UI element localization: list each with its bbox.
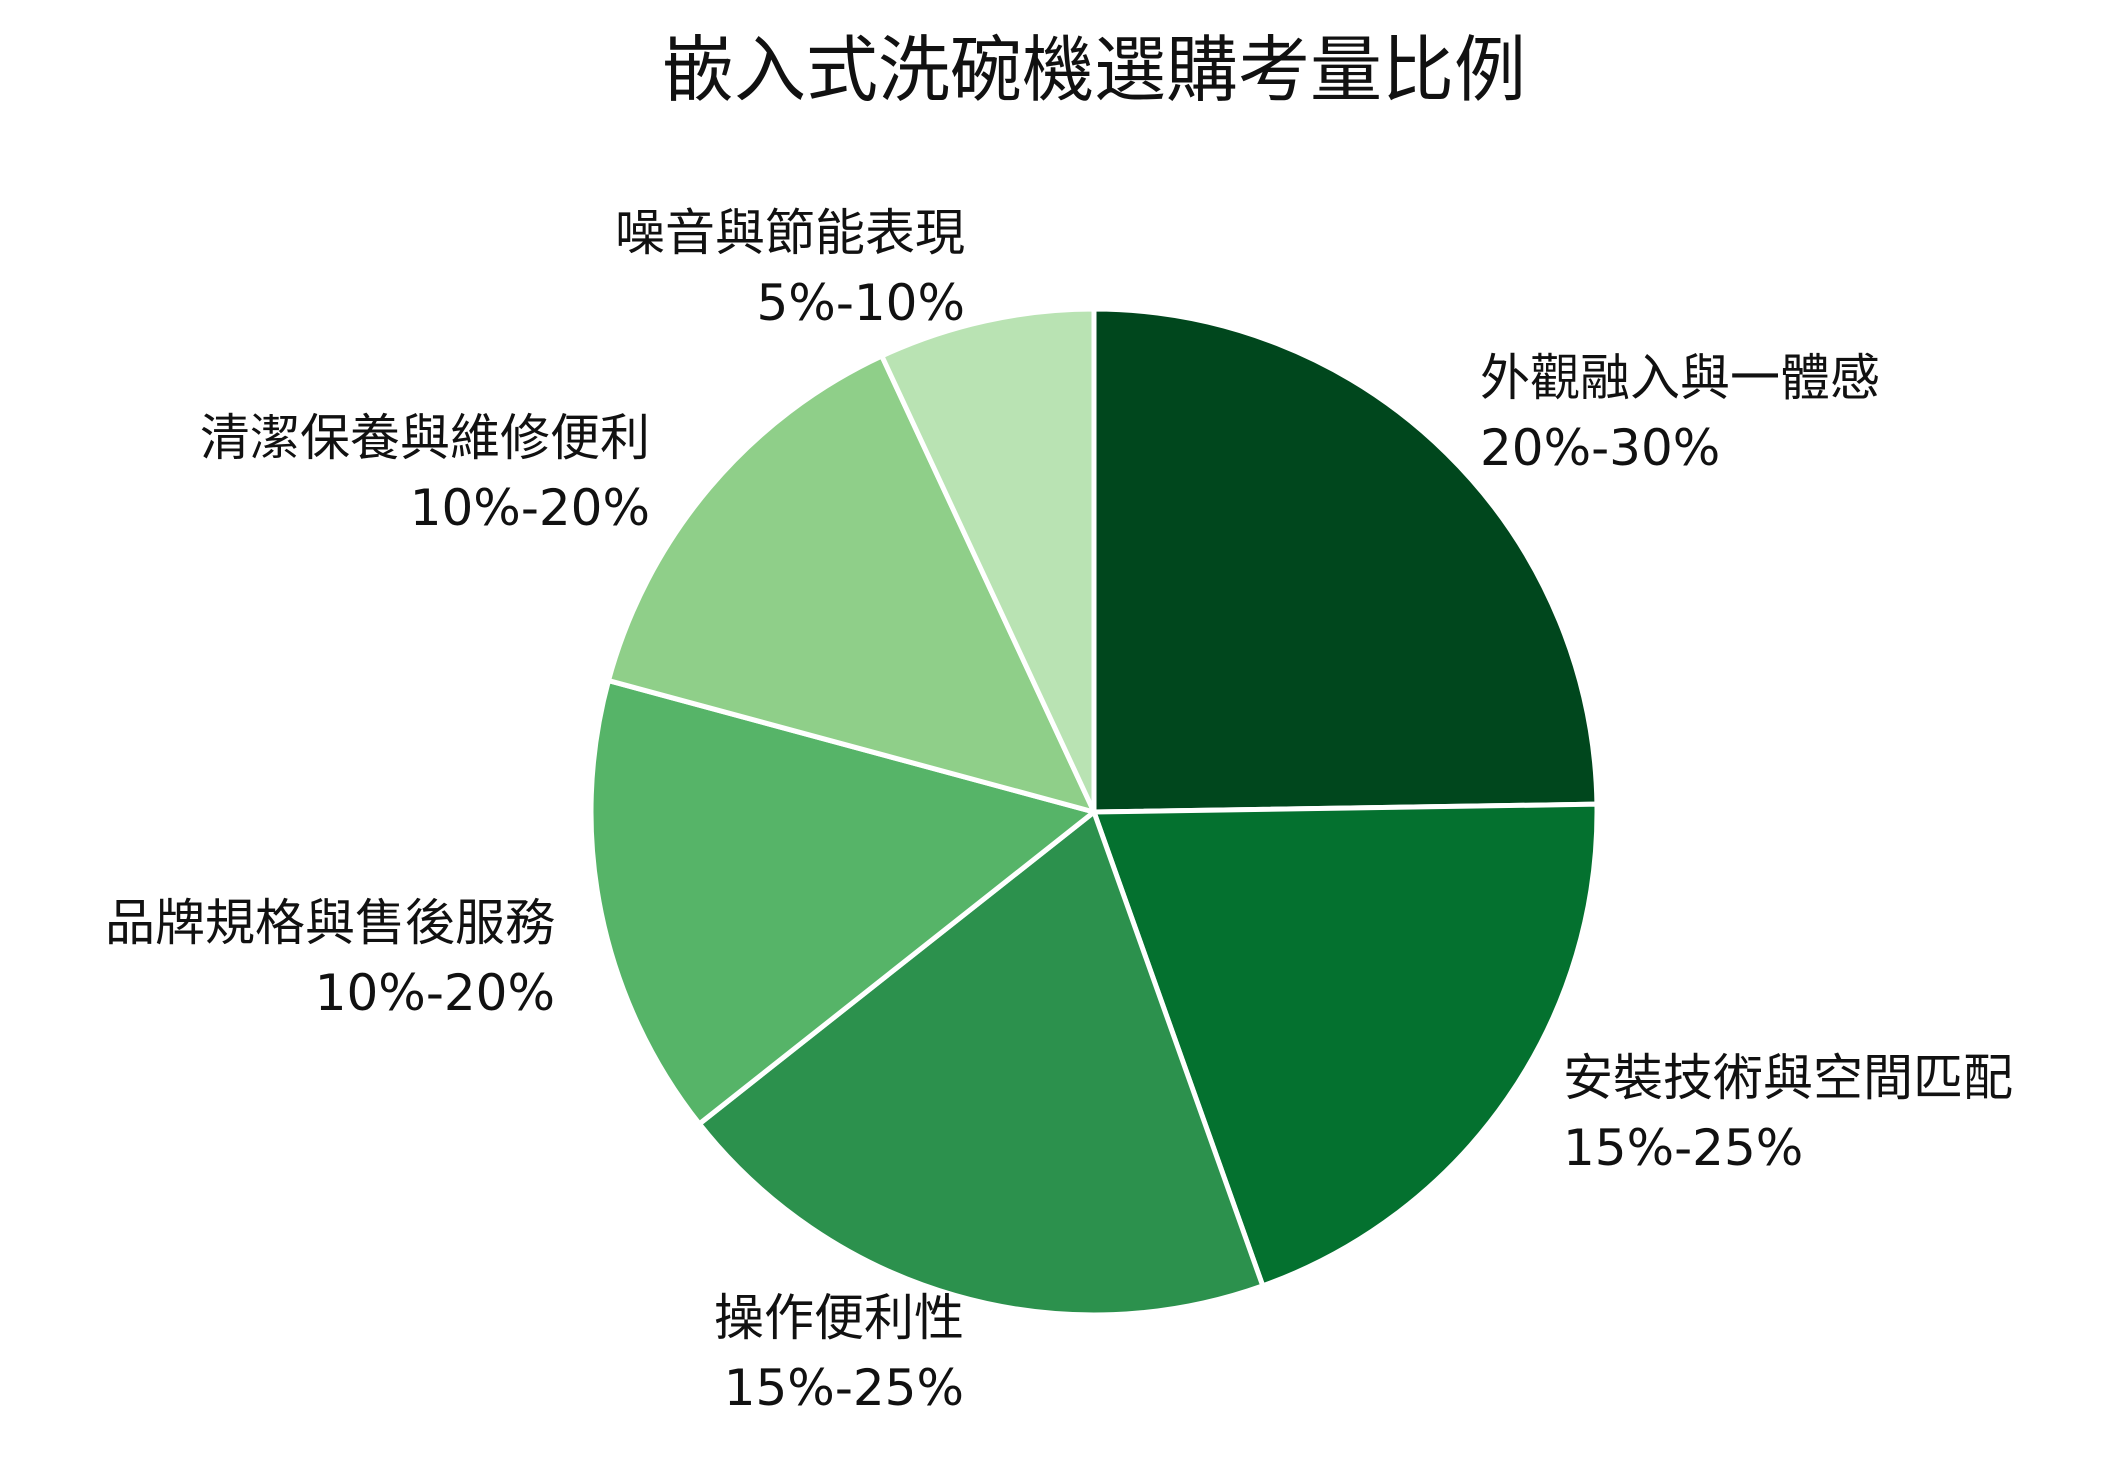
pie-slice: [1091, 306, 1600, 815]
pie-slice: [1091, 801, 1600, 1289]
slice-label: 品牌規格與售後服務: [105, 894, 555, 952]
pie-slice: [879, 306, 1097, 815]
chart-title: 嵌入式洗碗機選購考量比例: [662, 28, 1526, 112]
slice-label: 噪音與節能表現: [615, 204, 965, 262]
slice-range-label: 15%-25%: [1563, 1119, 1803, 1177]
pie-slice: [696, 809, 1266, 1318]
pie-slices: [588, 306, 1600, 1318]
slice-range-label: 10%-20%: [315, 964, 555, 1022]
pie-slice: [605, 353, 1097, 815]
slice-range-label: 10%-20%: [410, 479, 650, 537]
slice-range-label: 5%-10%: [757, 274, 966, 332]
slice-label: 操作便利性: [714, 1289, 964, 1347]
slice-range-label: 20%-30%: [1480, 419, 1720, 477]
slice-label: 清潔保養與維修便利: [200, 409, 650, 467]
slice-labels: 外觀融入與一體感 20%-30% 安裝技術與空間匹配 15%-25% 操作便利性 15%-…: [105, 204, 2013, 1417]
slice-label: 外觀融入與一體感: [1480, 349, 1880, 407]
slice-label: 安裝技術與空間匹配: [1563, 1049, 2013, 1107]
pie-slice: [588, 678, 1097, 1127]
slice-range-label: 15%-25%: [724, 1359, 964, 1417]
